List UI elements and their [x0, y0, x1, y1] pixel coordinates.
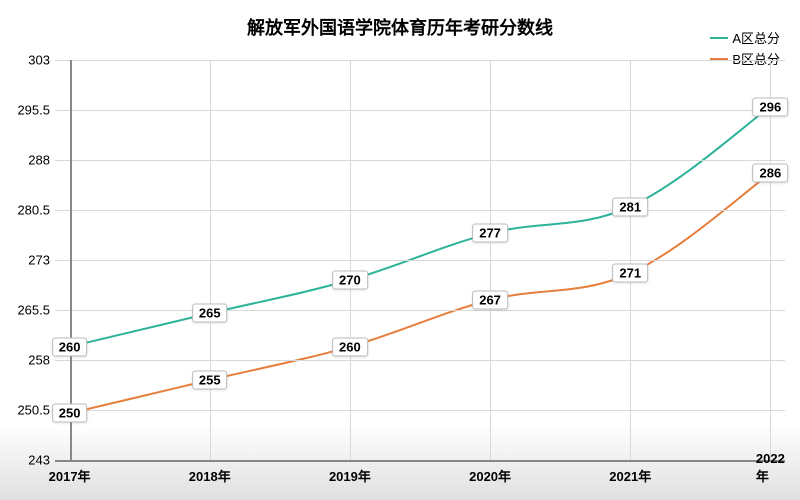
x-axis-label: 2022年: [756, 451, 785, 485]
y-axis-label: 273: [5, 253, 50, 268]
data-label: 281: [612, 197, 648, 216]
gridline-h: [55, 310, 785, 311]
legend-swatch-a: [710, 37, 728, 39]
gridline-h: [55, 110, 785, 111]
data-label: 260: [332, 337, 368, 356]
data-label: 260: [52, 337, 88, 356]
gridline-v: [770, 60, 771, 460]
x-axis-label: 2020年: [469, 466, 511, 485]
gridline-h: [55, 410, 785, 411]
x-axis-label: 2018年: [189, 466, 231, 485]
data-label: 250: [52, 404, 88, 423]
gridline-v: [350, 60, 351, 460]
y-axis-label: 250.5: [5, 403, 50, 418]
legend-item-a[interactable]: A区总分: [710, 28, 780, 47]
y-axis-label: 280.5: [5, 203, 50, 218]
y-axis-label: 303: [5, 53, 50, 68]
y-axis-label: 288: [5, 153, 50, 168]
x-axis-label: 2021年: [609, 466, 651, 485]
y-axis-label: 258: [5, 353, 50, 368]
y-axis-label: 295.5: [5, 103, 50, 118]
x-axis-label: 2019年: [329, 466, 371, 485]
gridline-h: [55, 210, 785, 211]
plot-area: 243250.5258265.5273280.5288295.53032017年…: [55, 60, 785, 460]
data-label: 267: [472, 291, 508, 310]
gridline-h: [55, 60, 785, 61]
gridline-v: [70, 60, 72, 460]
data-label: 265: [192, 304, 228, 323]
x-axis-label: 2017年: [49, 466, 91, 485]
chart-title: 解放军外国语学院体育历年考研分数线: [0, 14, 800, 40]
gridline-v: [490, 60, 491, 460]
chart-container: 解放军外国语学院体育历年考研分数线 A区总分 B区总分 243250.52582…: [0, 0, 800, 500]
gridline-h: [55, 160, 785, 161]
data-label: 255: [192, 371, 228, 390]
data-label: 277: [472, 224, 508, 243]
gridline-h: [55, 260, 785, 261]
data-label: 286: [753, 164, 789, 183]
data-label: 296: [753, 97, 789, 116]
gridline-v: [210, 60, 211, 460]
data-label: 270: [332, 271, 368, 290]
gridline-v: [630, 60, 631, 460]
gridline-h: [55, 360, 785, 361]
legend-label-a: A区总分: [732, 28, 780, 47]
y-axis-label: 243: [5, 453, 50, 468]
y-axis-label: 265.5: [5, 303, 50, 318]
data-label: 271: [612, 264, 648, 283]
gridline-h: [55, 460, 785, 462]
